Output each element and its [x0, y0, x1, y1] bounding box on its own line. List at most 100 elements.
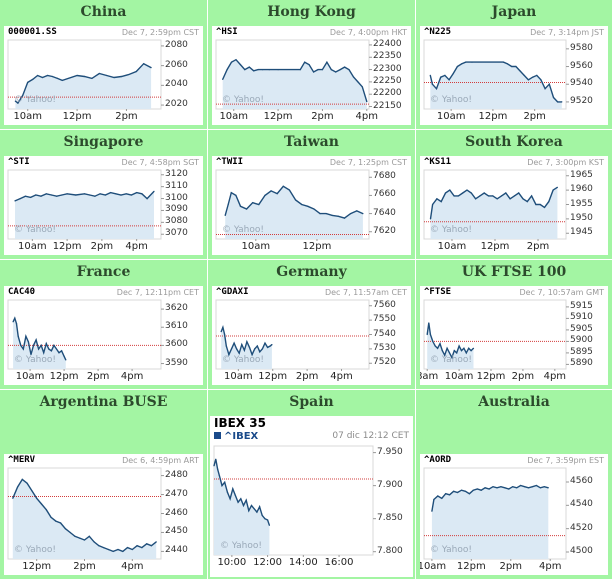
data-point — [244, 69, 246, 71]
ticker-label[interactable]: ^TWII — [216, 157, 244, 167]
series-area — [225, 186, 363, 239]
ticker-label[interactable]: ^MERV — [8, 455, 36, 465]
ticker-label[interactable]: ^FTSE — [424, 287, 452, 297]
y-tick-label: 2060 — [165, 59, 188, 70]
chart-svg-china — [7, 39, 164, 111]
data-point — [237, 501, 239, 503]
data-point — [115, 193, 117, 195]
data-point — [221, 485, 223, 487]
y-tick-label: 7.800 — [377, 545, 403, 556]
data-point — [543, 486, 545, 488]
ticker-label[interactable]: ^HSI — [216, 27, 238, 37]
chart-germany[interactable]: 7560 7550 7540 7530 7520 10am 12pm 2pm 4pm ^GDAXI… — [212, 286, 411, 385]
timestamp: Dec 7, 3:59pm EST — [527, 456, 604, 465]
ticker-label[interactable]: ^KS11 — [424, 157, 452, 167]
data-point — [257, 69, 259, 71]
data-point — [301, 203, 303, 206]
data-point — [431, 83, 433, 85]
data-point — [506, 63, 509, 65]
data-point — [267, 519, 269, 521]
series-area — [427, 323, 474, 369]
x-tick-label: 10am — [18, 241, 47, 252]
ticker-label[interactable]: ^N225 — [424, 27, 452, 37]
data-point — [55, 348, 58, 350]
ticker-label[interactable]: ^GDAXI — [216, 287, 249, 297]
y-tick-label: 3070 — [165, 228, 188, 239]
y-tick-label: 9560 — [570, 60, 593, 71]
ticker-label[interactable]: 000001.SS — [8, 27, 57, 37]
panel-title: Australia — [478, 394, 550, 410]
data-point — [99, 193, 101, 195]
data-point — [35, 194, 37, 196]
ticker-label[interactable]: ^AORD — [424, 455, 452, 465]
data-point — [531, 195, 533, 197]
data-point — [288, 189, 290, 191]
data-point — [14, 100, 16, 102]
chart-taiwan[interactable]: 7680 7660 7640 7620 10am 12pm ^TWII Dec 7, 1:25… — [212, 156, 411, 255]
x-tick-label: 4pm — [355, 111, 379, 122]
data-point — [465, 352, 467, 354]
chart-spain[interactable]: 7.950 7.900 7.850 7.800 10:00 12:00 14:00 16:00… — [210, 416, 413, 577]
data-point — [535, 484, 537, 487]
chart-japan[interactable]: 9580 9560 9540 9520 10am 12pm 2pm ^N225 Dec 7, 3… — [420, 26, 608, 125]
ticker-label[interactable]: ^IBEX — [214, 431, 258, 442]
x-tick-label: 10am — [436, 111, 466, 122]
data-point — [480, 489, 482, 491]
data-point — [434, 345, 436, 347]
data-point — [130, 194, 132, 196]
y-tick-label: 5905 — [570, 323, 593, 334]
data-point — [103, 547, 105, 549]
data-point — [50, 350, 53, 352]
data-point — [222, 78, 224, 80]
ticker-label[interactable]: ^STI — [8, 157, 30, 167]
data-point — [225, 345, 227, 347]
chart-singapore[interactable]: 3120 3110 3100 3090 3080 3070 10am 12pm 2pm 4pm ^S… — [4, 156, 203, 255]
data-point — [468, 347, 470, 349]
x-tick-label: 12pm — [480, 241, 510, 252]
data-point — [26, 482, 28, 484]
data-point — [522, 198, 524, 200]
chart-china[interactable]: 2080 2060 2040 2020 10am 12pm 2pm 000001.SS Dec … — [4, 26, 203, 125]
y-tick-label: 9580 — [570, 42, 593, 53]
x-tick-label: 12pm — [22, 561, 52, 572]
y-tick-label: 1965 — [570, 169, 593, 180]
data-point — [117, 548, 119, 551]
data-point — [496, 198, 498, 200]
y-tick-label: 2470 — [165, 488, 188, 499]
x-tick-label: 2pm — [115, 111, 138, 122]
x-tick-label: 4pm — [125, 241, 148, 252]
data-point — [456, 491, 459, 494]
chart-france[interactable]: 3620 3610 3600 3590 10am 12pm 2pm 4pm CAC40 Dec 7… — [4, 286, 203, 385]
data-point — [74, 535, 76, 537]
x-tick-label: 10am — [224, 371, 253, 382]
data-point — [27, 341, 29, 343]
x-tick-label: 10am — [444, 371, 474, 382]
data-point — [527, 79, 529, 81]
data-point — [53, 344, 55, 346]
chart-argentina-buse[interactable]: 2480 2470 2460 2450 2440 12pm 2pm 4pm ^MERV Dec 6… — [4, 454, 203, 575]
data-point — [64, 528, 66, 530]
data-point — [232, 488, 234, 490]
data-point — [500, 195, 503, 197]
data-point — [362, 213, 364, 215]
data-point — [348, 69, 350, 71]
chart-hong-kong[interactable]: 22400 22350 22300 22250 22200 22150 10am 12pm 2p… — [212, 26, 411, 125]
data-point — [431, 510, 433, 512]
data-point — [458, 345, 460, 347]
data-point — [17, 335, 19, 337]
chart-australia[interactable]: 4560 4540 4520 4500 10am 12pm 2pm 4pm ^AORD Dec 7… — [420, 454, 608, 575]
data-point — [76, 74, 78, 77]
data-point — [440, 76, 442, 78]
chart-south-korea[interactable]: 1965 1960 1955 1950 1945 10am 12pm 2pm ^KS11 Dec … — [420, 156, 608, 255]
ticker-label[interactable]: CAC40 — [8, 287, 36, 297]
data-point — [539, 487, 541, 489]
data-point — [456, 65, 458, 68]
data-point — [429, 333, 431, 336]
data-point — [258, 203, 260, 206]
data-point — [524, 486, 526, 488]
data-point — [131, 548, 133, 551]
data-point — [15, 323, 18, 325]
data-point — [254, 348, 256, 350]
